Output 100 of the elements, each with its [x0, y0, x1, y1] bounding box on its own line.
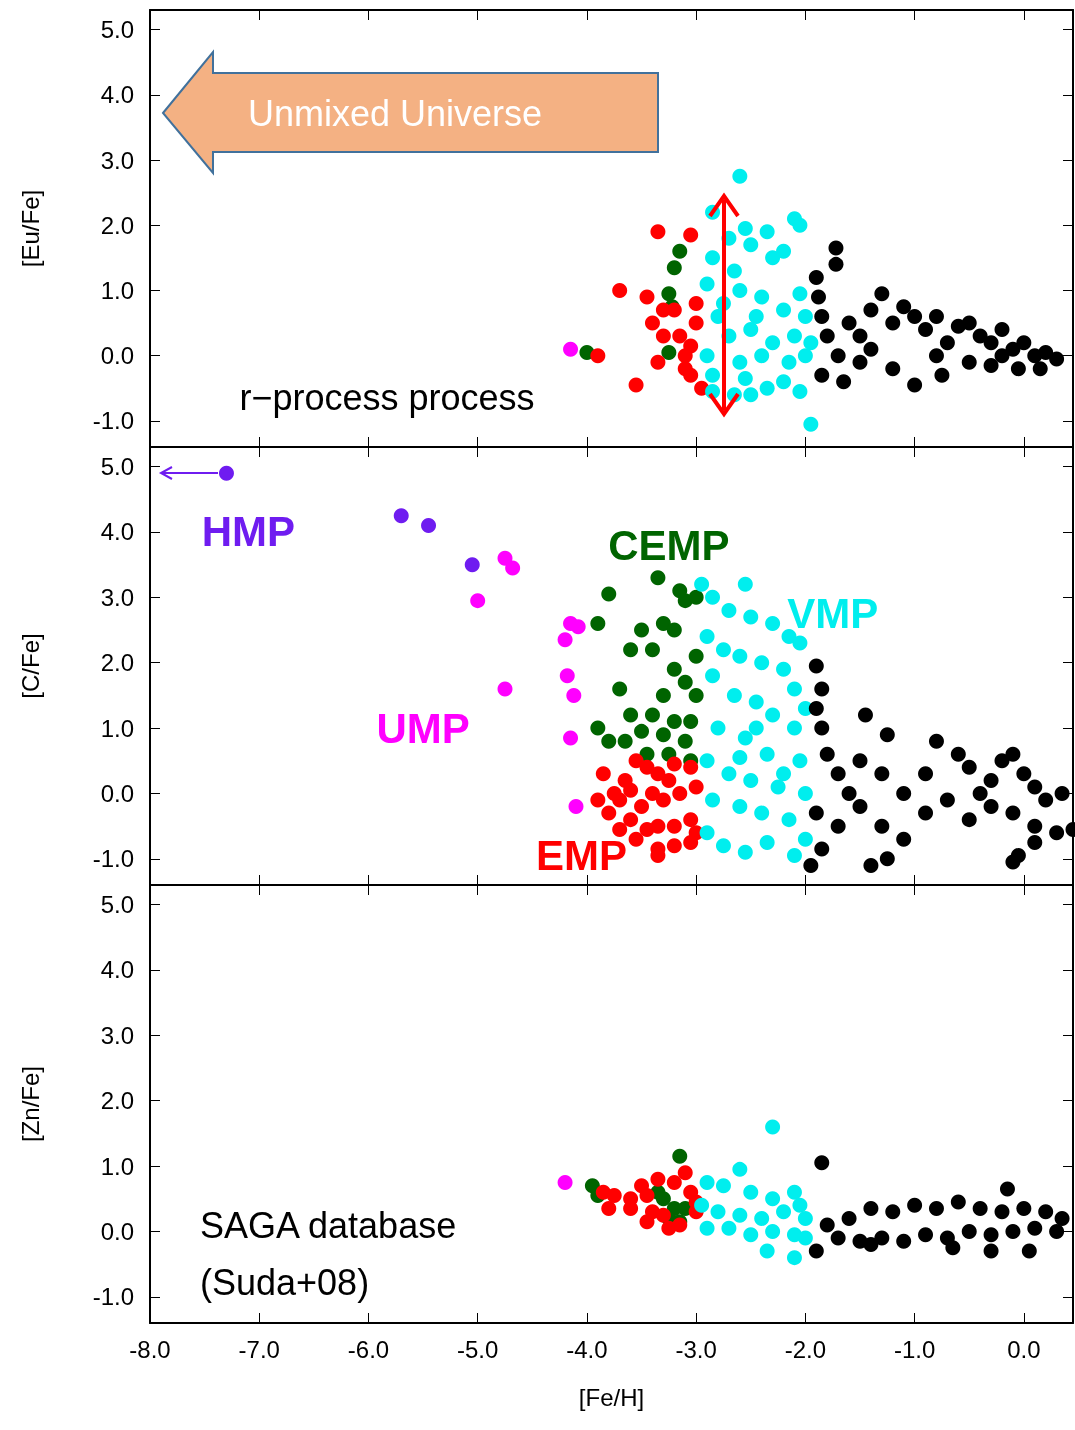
point	[828, 256, 844, 272]
point	[666, 756, 682, 772]
legend-label: HMP	[201, 508, 295, 556]
point	[792, 753, 808, 769]
point	[655, 302, 671, 318]
point	[1054, 785, 1070, 801]
point	[623, 812, 639, 828]
point	[743, 1184, 759, 1200]
point	[601, 586, 617, 602]
point	[732, 799, 748, 815]
point	[765, 707, 781, 723]
point	[650, 224, 666, 240]
annotation: SAGA database	[200, 1204, 457, 1246]
point	[563, 730, 579, 746]
point	[803, 335, 819, 351]
point	[1038, 1204, 1054, 1220]
point	[1016, 1201, 1032, 1217]
point	[612, 821, 628, 837]
point	[732, 648, 748, 664]
point	[808, 805, 824, 821]
y-tick-label: 3.0	[100, 583, 134, 611]
y-tick-label: 5.0	[100, 891, 134, 919]
point	[683, 338, 699, 354]
x-tick-label: -7.0	[238, 1335, 280, 1363]
point	[732, 168, 748, 184]
point	[623, 1201, 639, 1217]
point	[1016, 335, 1032, 351]
point	[934, 367, 950, 383]
point	[939, 335, 955, 351]
point	[655, 687, 671, 703]
point	[612, 282, 628, 298]
point	[863, 341, 879, 357]
point	[792, 384, 808, 400]
point	[694, 1197, 710, 1213]
point	[672, 583, 688, 599]
series-label: CEMP	[608, 521, 730, 569]
point	[830, 766, 846, 782]
point	[928, 348, 944, 364]
point	[776, 661, 792, 677]
point	[650, 354, 666, 370]
point	[972, 785, 988, 801]
x-tick-label: -2.0	[784, 1335, 827, 1363]
point	[606, 1188, 622, 1204]
point	[748, 694, 764, 710]
point	[628, 831, 644, 847]
point	[830, 348, 846, 364]
x-tick-label: 0.0	[1007, 1335, 1041, 1363]
point	[863, 1201, 879, 1217]
point	[672, 1148, 688, 1164]
point	[688, 589, 704, 605]
point	[655, 727, 671, 743]
point	[792, 217, 808, 233]
point	[786, 1250, 802, 1266]
point	[672, 328, 688, 344]
point	[874, 286, 890, 302]
point	[994, 753, 1010, 769]
point	[748, 309, 764, 325]
point	[759, 1243, 775, 1259]
point	[836, 374, 852, 390]
point	[644, 315, 660, 331]
point	[699, 753, 715, 769]
point	[655, 792, 671, 808]
point	[644, 642, 660, 658]
point	[743, 609, 759, 625]
point	[814, 841, 830, 857]
point	[688, 687, 704, 703]
y-tick-label: 1.0	[100, 276, 134, 304]
point	[841, 785, 857, 801]
y-tick-label: 1.0	[100, 714, 134, 742]
point	[1049, 825, 1065, 841]
point	[743, 1227, 759, 1243]
point	[1027, 1220, 1043, 1236]
point	[421, 517, 437, 533]
point	[885, 1204, 901, 1220]
point	[559, 668, 575, 684]
point	[650, 818, 666, 834]
point	[464, 557, 480, 573]
point	[754, 1210, 770, 1226]
point	[999, 1181, 1015, 1197]
point	[1005, 805, 1021, 821]
point	[863, 1237, 879, 1253]
point	[590, 616, 606, 631]
point	[754, 348, 770, 364]
point	[907, 309, 923, 325]
point	[1038, 792, 1054, 808]
y-tick-label: 0.0	[100, 1217, 134, 1245]
point	[797, 348, 813, 364]
point	[841, 315, 857, 331]
point	[983, 1227, 999, 1243]
x-tick-label: -3.0	[675, 1335, 717, 1363]
point	[781, 629, 797, 645]
point	[710, 1204, 726, 1220]
point	[699, 629, 715, 645]
point	[803, 416, 819, 432]
point	[770, 779, 786, 795]
series-label: UMP	[376, 704, 470, 752]
y-tick-label: 3.0	[100, 1021, 134, 1049]
point	[1032, 361, 1048, 377]
point	[1027, 779, 1043, 795]
point	[666, 818, 682, 834]
